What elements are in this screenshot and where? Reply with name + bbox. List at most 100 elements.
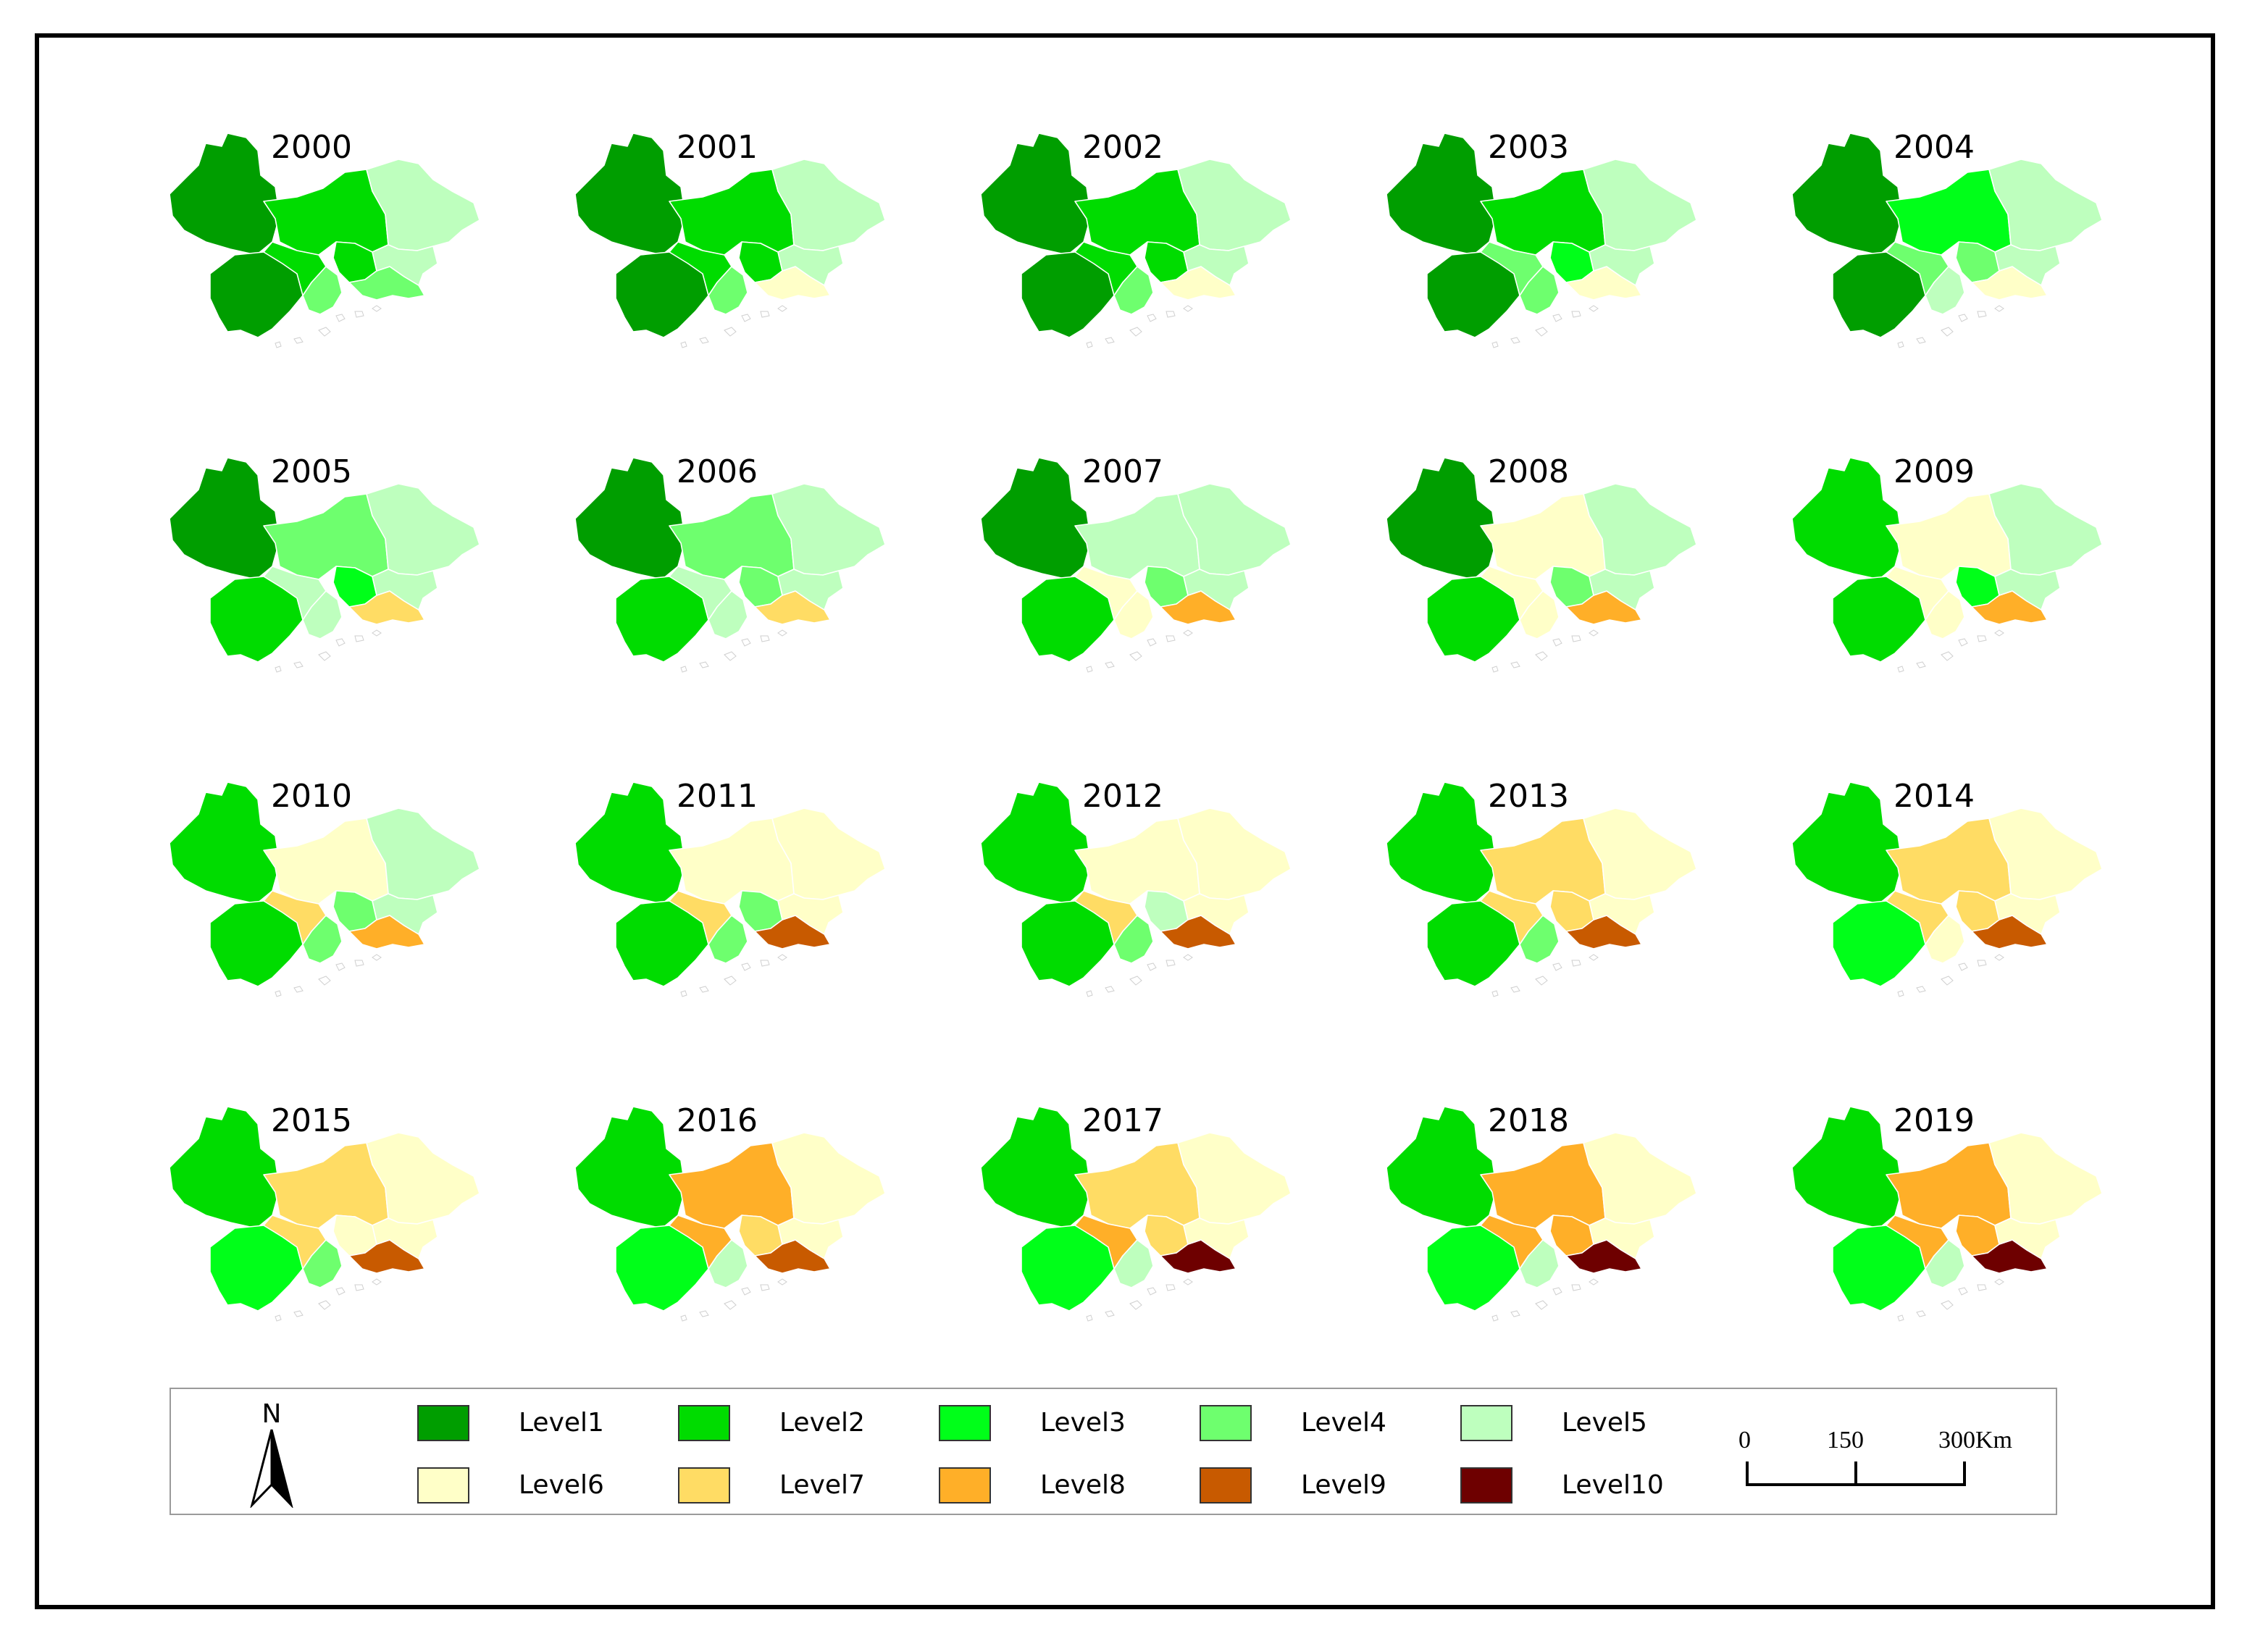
region-northeast-2005: [366, 483, 480, 576]
region-northeast-2002: [1177, 159, 1292, 251]
year-label-2002: 2002: [1082, 129, 1163, 166]
legend-swatch-level10: [1460, 1467, 1512, 1503]
islet-4-2010: [293, 986, 304, 993]
map-panel-2013: 2013: [1386, 778, 1697, 997]
islet-4-2003: [1510, 337, 1520, 344]
year-label-2012: 2012: [1082, 778, 1163, 815]
map-panel-2005: 2005: [169, 453, 480, 673]
islet-4-2016: [699, 1310, 709, 1317]
islet-5-2009: [1897, 666, 1904, 673]
map-panel-2010: 2010: [169, 778, 480, 997]
islet-1-2011: [741, 963, 751, 971]
north-arrow-icon: [250, 1429, 293, 1508]
legend-swatch-level1: [417, 1405, 469, 1441]
legend-label-level3: Level3: [1040, 1408, 1126, 1438]
region-east-2019: [1994, 1217, 2061, 1259]
region-northeast-2008: [1583, 483, 1697, 576]
region-peninsula-2014: [1925, 915, 1965, 964]
region-coastal-2018: [1565, 1239, 1642, 1274]
map-panel-2006: 2006: [574, 453, 886, 673]
islet-2-2006: [760, 635, 770, 642]
islet-3-2015: [372, 1278, 382, 1286]
region-coastal-2003: [1565, 266, 1642, 301]
islet-0-2012: [1129, 976, 1142, 986]
year-label-2003: 2003: [1488, 129, 1569, 166]
region-peninsula-2019: [1925, 1239, 1965, 1288]
islet-2-2017: [1166, 1284, 1176, 1291]
islet-0-2014: [1941, 976, 1954, 986]
islet-0-2001: [724, 327, 737, 337]
islet-5-2017: [1086, 1314, 1093, 1322]
islet-3-2002: [1183, 305, 1193, 312]
islet-1-2019: [1958, 1287, 1968, 1296]
region-peninsula-2016: [708, 1239, 748, 1288]
region-west-2011: [574, 781, 686, 905]
islet-0-2009: [1941, 651, 1954, 661]
region-coastal-2016: [754, 1239, 831, 1274]
year-label-2007: 2007: [1082, 453, 1163, 490]
islet-2-2008: [1571, 635, 1581, 642]
islet-1-2004: [1958, 314, 1968, 322]
islet-1-2007: [1147, 638, 1157, 647]
islet-1-2000: [335, 314, 346, 322]
region-peninsula-2000: [302, 266, 343, 315]
region-coastal-2004: [1971, 266, 2048, 301]
year-label-2000: 2000: [271, 129, 352, 166]
region-peninsula-2005: [302, 590, 343, 639]
region-west-2019: [1791, 1106, 1903, 1229]
scale-tick-0: 0: [1738, 1427, 1751, 1454]
islet-0-2016: [724, 1300, 737, 1310]
region-east-2016: [777, 1217, 844, 1259]
region-west-2013: [1386, 781, 1497, 905]
region-east-2011: [777, 893, 844, 935]
year-label-2011: 2011: [677, 778, 758, 815]
region-west-2014: [1791, 781, 1903, 905]
map-panel-2016: 2016: [574, 1102, 886, 1322]
legend-label-level10: Level10: [1562, 1470, 1664, 1500]
region-east-2000: [372, 244, 438, 286]
region-peninsula-2013: [1519, 915, 1560, 964]
islet-0-2006: [724, 651, 737, 661]
region-east-2007: [1183, 569, 1250, 611]
islet-4-2005: [293, 661, 304, 668]
islet-1-2012: [1147, 963, 1157, 971]
region-west-2012: [980, 781, 1092, 905]
islet-3-2010: [372, 954, 382, 961]
region-coastal-2001: [754, 266, 831, 301]
region-northeast-2009: [1988, 483, 2103, 576]
islet-5-2007: [1086, 666, 1093, 673]
region-west-2006: [574, 457, 686, 580]
islet-4-2001: [699, 337, 709, 344]
legend-swatch-level2: [678, 1405, 730, 1441]
region-west-2000: [169, 133, 280, 256]
year-label-2014: 2014: [1894, 778, 1975, 815]
islet-1-2017: [1147, 1287, 1157, 1296]
islet-3-2000: [372, 305, 382, 312]
islet-3-2006: [777, 629, 787, 637]
year-label-2013: 2013: [1488, 778, 1569, 815]
legend-label-level8: Level8: [1040, 1470, 1126, 1500]
islet-1-2006: [741, 638, 751, 647]
region-northeast-2012: [1177, 808, 1292, 900]
region-east-2006: [777, 569, 844, 611]
islet-5-2019: [1897, 1314, 1904, 1322]
legend-swatch-level8: [939, 1467, 991, 1503]
islet-2-2009: [1977, 635, 1987, 642]
map-panel-2012: 2012: [980, 778, 1292, 997]
region-peninsula-2017: [1113, 1239, 1154, 1288]
region-northeast-2007: [1177, 483, 1292, 576]
region-northeast-2004: [1988, 159, 2103, 251]
islet-2-2004: [1977, 311, 1987, 318]
north-arrow-letter: N: [261, 1399, 282, 1429]
islet-2-2002: [1166, 311, 1176, 318]
islet-3-2003: [1589, 305, 1599, 312]
islet-2-2018: [1571, 1284, 1581, 1291]
region-east-2004: [1994, 244, 2061, 286]
islet-0-2013: [1535, 976, 1548, 986]
region-peninsula-2004: [1925, 266, 1965, 315]
islet-1-2001: [741, 314, 751, 322]
map-panel-2018: 2018: [1386, 1102, 1697, 1322]
islet-5-2008: [1491, 666, 1499, 673]
region-northeast-2006: [771, 483, 886, 576]
region-peninsula-2009: [1925, 590, 1965, 639]
